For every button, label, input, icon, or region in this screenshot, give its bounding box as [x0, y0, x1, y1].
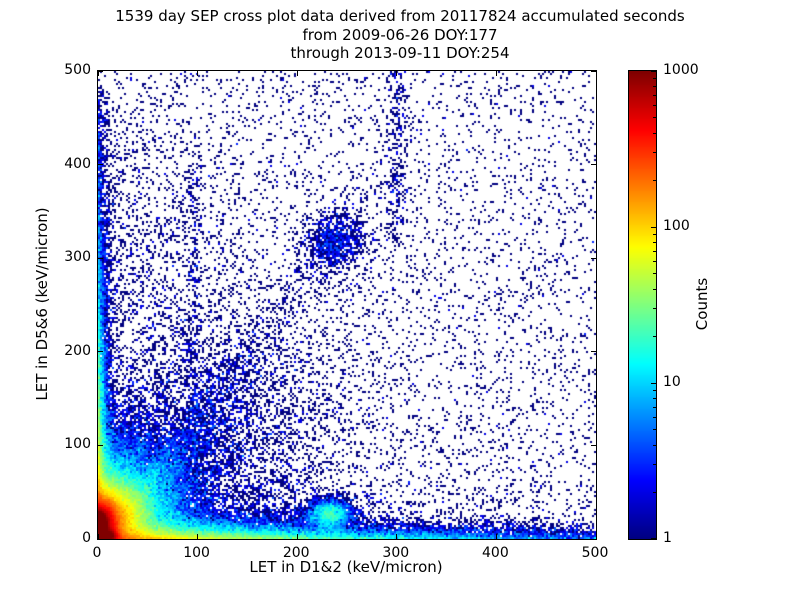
colorbar-minor-tick-mark — [653, 444, 656, 446]
y-tick-mark — [98, 70, 103, 72]
colorbar-minor-tick-mark — [653, 406, 656, 408]
x-tick-mark — [97, 534, 99, 539]
colorbar-minor-tick-mark — [653, 241, 656, 243]
colorbar-tick-label: 1 — [663, 530, 672, 546]
colorbar-minor-tick-mark — [653, 261, 656, 263]
colorbar-tick-label: 1000 — [663, 62, 699, 78]
colorbar-minor-tick-mark — [653, 273, 656, 275]
colorbar-tick-mark — [651, 71, 656, 72]
x-tick-mark — [296, 71, 298, 76]
colorbar-minor-tick-mark — [653, 117, 656, 119]
colorbar-minor-tick-mark — [653, 417, 656, 419]
chart-title-line-3: through 2013-09-11 DOY:254 — [290, 44, 510, 62]
x-tick-label: 200 — [282, 545, 310, 561]
y-tick-label: 0 — [82, 530, 91, 546]
y-tick-label: 200 — [64, 342, 91, 359]
x-tick-mark — [197, 71, 199, 76]
y-tick-mark — [591, 70, 596, 72]
colorbar-minor-tick-mark — [653, 179, 656, 181]
x-tick-mark — [396, 534, 398, 539]
colorbar-minor-tick-mark — [653, 77, 656, 79]
y-tick-label: 500 — [64, 62, 91, 78]
colorbar — [628, 70, 657, 540]
y-tick-mark — [591, 164, 596, 166]
colorbar-minor-tick-mark — [653, 132, 656, 134]
x-tick-label: 300 — [382, 545, 410, 561]
colorbar-tick-mark — [651, 538, 656, 539]
colorbar-minor-tick-mark — [653, 335, 656, 337]
colorbar-minor-tick-mark — [653, 94, 656, 96]
y-tick-mark — [98, 444, 103, 446]
x-tick-label: 0 — [92, 545, 102, 561]
colorbar-minor-tick-mark — [653, 152, 656, 154]
chart-title-line-1: 1539 day SEP cross plot data derived fro… — [115, 7, 685, 25]
colorbar-tick-label: 10 — [663, 374, 681, 390]
y-tick-label: 100 — [64, 436, 91, 453]
x-tick-label: 500 — [581, 545, 609, 561]
colorbar-minor-tick-mark — [653, 250, 656, 252]
colorbar-minor-tick-mark — [653, 491, 656, 493]
y-tick-mark — [591, 444, 596, 446]
colorbar-label: Counts — [693, 277, 711, 331]
x-tick-mark — [495, 71, 497, 76]
x-tick-mark — [197, 534, 199, 539]
colorbar-minor-tick-mark — [653, 233, 656, 235]
colorbar-tick-label: 100 — [663, 218, 690, 234]
x-tick-mark — [495, 534, 497, 539]
colorbar-minor-tick-mark — [653, 288, 656, 290]
scatter-density-canvas — [98, 71, 596, 539]
x-tick-mark — [396, 71, 398, 76]
x-tick-mark — [595, 534, 597, 539]
y-axis-label: LET in D5&6 (keV/micron) — [33, 207, 51, 401]
colorbar-minor-tick-mark — [653, 397, 656, 399]
y-tick-mark — [591, 538, 596, 540]
y-tick-mark — [591, 351, 596, 353]
colorbar-minor-tick-mark — [653, 105, 656, 107]
x-tick-label: 400 — [482, 545, 509, 561]
y-tick-mark — [98, 164, 103, 166]
chart-title-line-2: from 2009-06-26 DOY:177 — [302, 26, 498, 44]
x-tick-mark — [595, 71, 597, 76]
x-axis-label: LET in D1&2 (keV/micron) — [249, 558, 443, 576]
y-tick-mark — [98, 351, 103, 353]
colorbar-minor-tick-mark — [653, 85, 656, 87]
colorbar-gradient-canvas — [629, 71, 656, 539]
y-tick-mark — [98, 538, 103, 540]
colorbar-minor-tick-mark — [653, 464, 656, 466]
x-tick-mark — [97, 71, 99, 76]
y-tick-label: 400 — [64, 155, 91, 172]
y-tick-mark — [98, 257, 103, 259]
colorbar-tick-mark — [651, 382, 656, 384]
y-tick-mark — [591, 257, 596, 259]
colorbar-tick-mark — [651, 226, 656, 228]
x-tick-mark — [296, 534, 298, 539]
x-tick-label: 100 — [183, 545, 210, 561]
plot-area — [97, 70, 597, 540]
colorbar-minor-tick-mark — [653, 308, 656, 310]
colorbar-minor-tick-mark — [653, 389, 656, 391]
colorbar-minor-tick-mark — [653, 429, 656, 431]
y-tick-label: 300 — [64, 249, 91, 266]
